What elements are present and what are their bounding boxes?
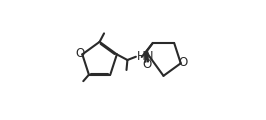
Text: HN: HN [137,50,154,63]
Text: O: O [142,58,152,71]
Text: O: O [179,56,188,69]
Text: O: O [75,47,84,60]
